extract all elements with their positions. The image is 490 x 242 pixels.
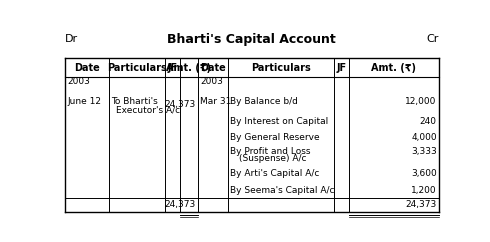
Text: By Balance b/d: By Balance b/d xyxy=(230,97,298,106)
Text: By General Reserve: By General Reserve xyxy=(230,133,319,142)
Text: 3,600: 3,600 xyxy=(411,169,437,179)
Text: 2003: 2003 xyxy=(67,77,90,86)
Text: By Arti's Capital A/c: By Arti's Capital A/c xyxy=(230,169,319,179)
Text: Dr: Dr xyxy=(65,34,78,44)
Text: 240: 240 xyxy=(420,117,437,126)
Text: JF: JF xyxy=(337,62,346,73)
Text: Particulars: Particulars xyxy=(251,62,311,73)
Text: To Bharti's: To Bharti's xyxy=(111,97,158,106)
Text: Amt. (₹): Amt. (₹) xyxy=(167,62,211,73)
Text: Cr: Cr xyxy=(427,34,439,44)
Text: By Profit and Loss: By Profit and Loss xyxy=(230,147,311,156)
Text: 24,373: 24,373 xyxy=(164,200,196,209)
Text: (Suspense) A/c: (Suspense) A/c xyxy=(239,154,307,163)
Text: Date: Date xyxy=(200,62,226,73)
Text: 2003: 2003 xyxy=(200,77,223,86)
Text: Date: Date xyxy=(74,62,100,73)
Text: By Seema's Capital A/c: By Seema's Capital A/c xyxy=(230,186,335,195)
Text: 4,000: 4,000 xyxy=(411,133,437,142)
Text: Particulars: Particulars xyxy=(107,62,167,73)
Text: Bharti's Capital Account: Bharti's Capital Account xyxy=(167,33,336,46)
Text: By Interest on Capital: By Interest on Capital xyxy=(230,117,328,126)
Text: 24,373: 24,373 xyxy=(406,200,437,209)
Text: Amt. (₹): Amt. (₹) xyxy=(371,62,416,73)
Text: Executor's A/c: Executor's A/c xyxy=(116,105,180,114)
Text: 1,200: 1,200 xyxy=(411,186,437,195)
Text: 24,373: 24,373 xyxy=(164,100,196,109)
Text: JF: JF xyxy=(168,62,178,73)
Text: Mar 31: Mar 31 xyxy=(200,97,231,106)
Text: 12,000: 12,000 xyxy=(405,97,437,106)
Text: 3,333: 3,333 xyxy=(411,147,437,156)
Text: June 12: June 12 xyxy=(67,97,101,106)
